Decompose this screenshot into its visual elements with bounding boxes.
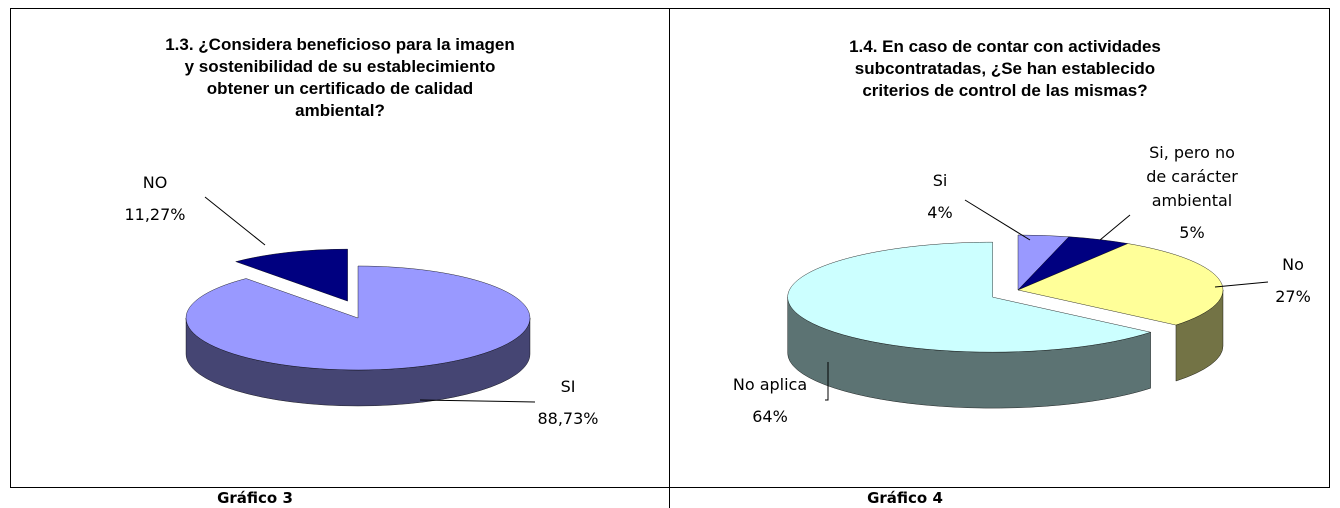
slice [1017, 243, 1224, 326]
value-label: 27% [1275, 287, 1311, 306]
leader-line [419, 399, 536, 403]
slice [185, 265, 531, 371]
leader-line [825, 362, 829, 401]
caption: Gráfico 4 [867, 489, 943, 507]
chart-title: 1.4. En caso de contar con actividades su… [849, 37, 1161, 100]
value-label: 4% [927, 203, 952, 222]
value-label: 64% [752, 407, 788, 426]
value-label: 88,73% [537, 409, 598, 428]
slice-label: Si, pero no de carácter ambiental [1146, 143, 1238, 210]
value-label: 11,27% [124, 205, 185, 224]
caption: Gráfico 3 [217, 489, 293, 507]
chart-title: 1.3. ¿Considera beneficioso para la imag… [165, 35, 515, 120]
leader-line [1214, 281, 1269, 288]
slice [235, 248, 348, 302]
leader-line [964, 199, 1031, 241]
slice-label: No aplica [733, 375, 807, 394]
leader-line [204, 196, 266, 246]
value-label: 5% [1179, 223, 1204, 242]
leader-line [1099, 214, 1131, 241]
slice-label: Si [933, 171, 948, 190]
slice-label: No [1282, 255, 1304, 274]
slice-label: NO [143, 173, 168, 192]
slice [787, 241, 1152, 353]
slice-label: SI [561, 377, 576, 396]
